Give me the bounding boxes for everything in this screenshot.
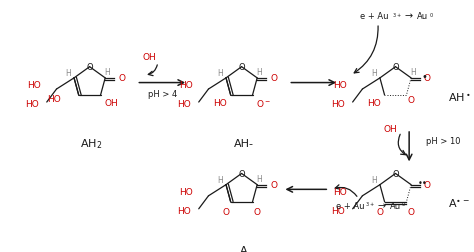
Text: O: O	[270, 74, 277, 83]
Text: H: H	[256, 68, 262, 77]
Text: O: O	[424, 74, 431, 83]
Text: A: A	[240, 245, 247, 252]
Text: O: O	[270, 180, 277, 190]
Text: Au: Au	[417, 12, 428, 21]
Text: O: O	[408, 207, 415, 216]
Text: O: O	[238, 169, 245, 178]
Text: O: O	[392, 63, 399, 72]
Text: →: →	[404, 12, 412, 22]
Text: →: →	[378, 200, 386, 210]
Text: O$^-$: O$^-$	[256, 98, 272, 109]
Text: O: O	[238, 63, 245, 72]
Text: AH-: AH-	[234, 138, 254, 148]
Text: •: •	[422, 72, 428, 82]
Text: H: H	[371, 69, 377, 78]
Text: $^{3+}$: $^{3+}$	[392, 12, 401, 18]
Text: O: O	[376, 207, 383, 216]
Text: e + Au: e + Au	[336, 201, 365, 210]
Text: pH > 10: pH > 10	[426, 136, 460, 145]
Text: OH: OH	[384, 125, 398, 134]
Text: Au: Au	[390, 201, 401, 210]
Text: H: H	[256, 174, 262, 183]
Text: H: H	[104, 68, 110, 77]
Text: OH: OH	[104, 99, 118, 108]
Text: H: H	[410, 68, 416, 77]
Text: HO: HO	[25, 100, 39, 109]
Text: HO: HO	[213, 99, 227, 108]
Text: HO: HO	[331, 100, 345, 109]
Text: H: H	[217, 175, 223, 184]
Text: HO: HO	[177, 100, 191, 109]
Text: $^{3+}$: $^{3+}$	[365, 201, 375, 206]
Text: O: O	[254, 207, 261, 216]
Text: HO: HO	[367, 99, 381, 108]
Text: O: O	[118, 74, 125, 83]
Text: H: H	[371, 175, 377, 184]
Text: H: H	[65, 69, 71, 78]
Text: AH$_2$: AH$_2$	[81, 137, 103, 150]
Text: O: O	[424, 180, 431, 190]
Text: A$^{\bullet-}$: A$^{\bullet-}$	[448, 197, 470, 210]
Text: AH$^\bullet$: AH$^\bullet$	[448, 91, 471, 103]
Text: HO: HO	[179, 81, 193, 89]
Text: HO: HO	[47, 95, 61, 104]
Text: e + Au: e + Au	[360, 12, 389, 21]
Text: HO: HO	[333, 81, 347, 89]
Text: O: O	[86, 63, 93, 72]
Text: H: H	[217, 69, 223, 78]
Text: O: O	[222, 207, 229, 216]
Text: HO: HO	[27, 81, 41, 89]
Text: HO: HO	[179, 187, 193, 196]
Text: HO: HO	[333, 187, 347, 196]
Text: ••: ••	[418, 179, 428, 187]
Text: HO: HO	[177, 206, 191, 215]
Text: O: O	[408, 96, 415, 105]
Text: O: O	[392, 169, 399, 178]
Text: $^0$: $^0$	[401, 201, 406, 206]
Text: pH > 4: pH > 4	[148, 90, 177, 99]
Text: HO: HO	[331, 206, 345, 215]
Text: OH: OH	[142, 53, 156, 62]
Text: $^0$: $^0$	[428, 12, 434, 18]
